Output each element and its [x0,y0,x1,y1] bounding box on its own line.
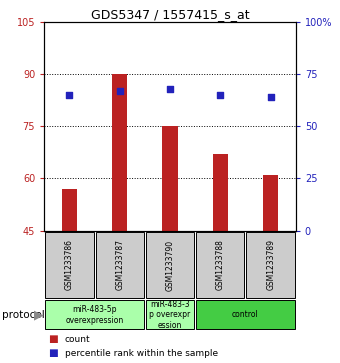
Bar [196,232,244,298]
Bar [112,74,127,231]
Point [167,86,173,91]
Text: count: count [65,335,90,344]
Text: ■: ■ [48,348,57,358]
Text: miR-483-3
p overexpr
ession: miR-483-3 p overexpr ession [149,300,191,330]
Text: control: control [232,310,259,319]
Text: ■: ■ [48,334,57,344]
Point [67,92,72,98]
Point [218,92,223,98]
Bar [45,301,144,329]
Text: GSM1233790: GSM1233790 [166,240,174,290]
Text: GSM1233788: GSM1233788 [216,240,225,290]
Title: GDS5347 / 1557415_s_at: GDS5347 / 1557415_s_at [91,8,249,21]
Bar [146,301,194,329]
Bar [45,232,94,298]
Text: protocol: protocol [2,310,45,320]
Point [117,88,122,94]
Bar [196,301,295,329]
Text: GSM1233787: GSM1233787 [115,240,124,290]
Bar [163,126,177,231]
Bar [96,232,144,298]
Bar [62,189,77,231]
Text: ▶: ▶ [34,309,44,321]
Bar [146,232,194,298]
Bar [263,175,278,231]
Text: GSM1233786: GSM1233786 [65,240,74,290]
Bar [213,154,228,231]
Text: miR-483-5p
overexpression: miR-483-5p overexpression [65,305,124,325]
Bar [246,232,295,298]
Text: percentile rank within the sample: percentile rank within the sample [65,349,218,358]
Text: GSM1233789: GSM1233789 [266,240,275,290]
Point [268,94,273,100]
